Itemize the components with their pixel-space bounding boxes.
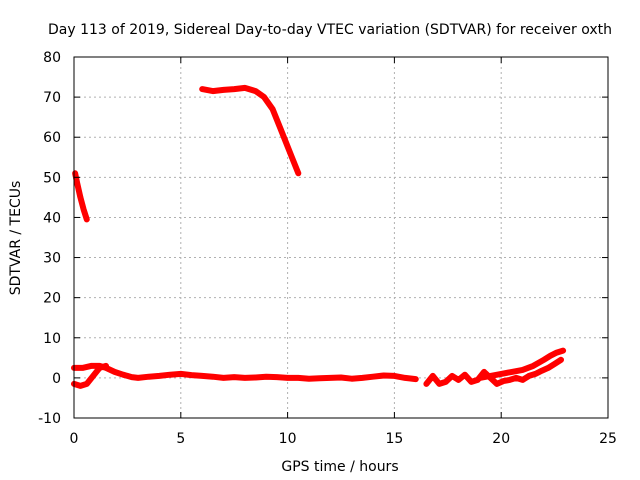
tick-labels: 0 5 10 15 20 25 -10 0 10 20 30 40 50 60 70 80 [38,50,617,447]
plot-frame [73,56,609,419]
series-line-segment-late-noisy [423,356,564,387]
y-tick-label: 30 [43,251,61,267]
y-tick-label: 0 [52,371,61,387]
series-line-segment-early-decline [72,170,90,223]
y-tick-label: -10 [38,411,61,427]
x-tick-label: 5 [176,431,185,447]
y-tick-label: 50 [43,170,61,186]
y-axis-label: SDTVAR / TECUs [8,181,24,296]
series-line-segment-late-upper [476,347,567,381]
grid [74,57,608,418]
y-tick-label: 40 [43,210,61,226]
ticks [73,56,609,419]
series-group [71,84,567,389]
x-tick-label: 15 [385,431,403,447]
x-tick-label: 25 [599,431,617,447]
series-line-segment-high-arc [199,84,302,177]
x-tick-label: 0 [70,431,79,447]
series-line-segment-baseline-upper [71,362,419,383]
x-tick-label: 10 [279,431,297,447]
x-tick-label: 20 [492,431,510,447]
y-tick-label: 20 [43,291,61,307]
y-tick-label: 10 [43,331,61,347]
chart-title: Day 113 of 2019, Sidereal Day-to-day VTE… [48,22,612,38]
series-line-segment-baseline-lower [71,362,109,389]
y-tick-label: 70 [43,90,61,106]
y-tick-label: 60 [43,130,61,146]
y-tick-label: 80 [43,50,61,66]
x-axis-label: GPS time / hours [281,459,398,475]
